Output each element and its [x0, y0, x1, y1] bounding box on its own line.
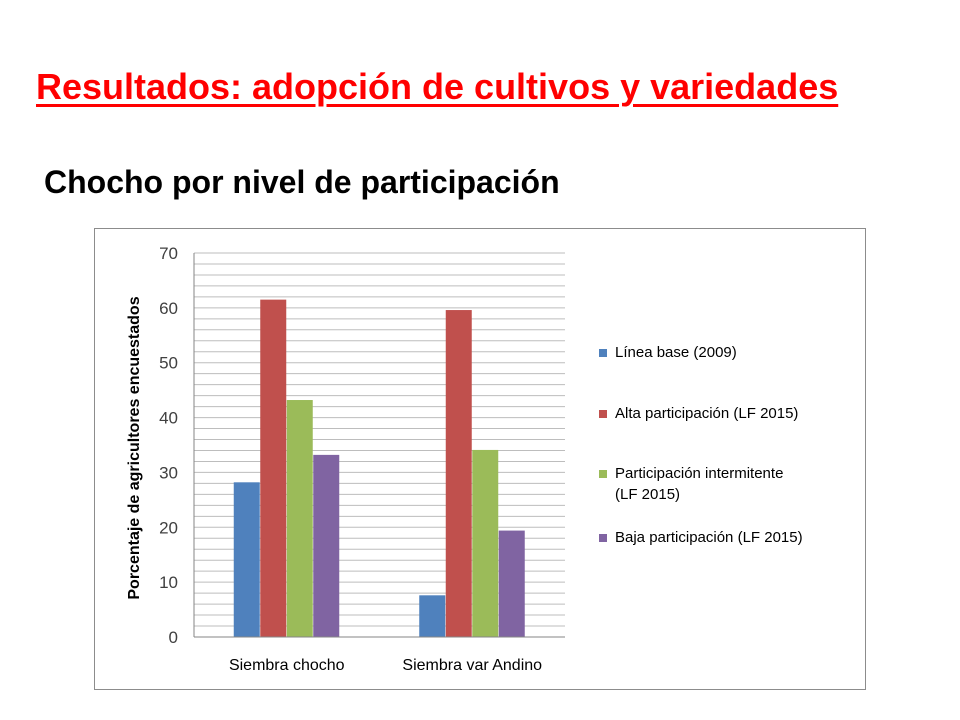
x-tick-labels: Siembra chocho Siembra var Andino: [229, 657, 542, 674]
legend: Línea base (2009) Alta participación (LF …: [599, 344, 803, 546]
y-tick-label: 50: [159, 354, 178, 373]
legend-label: Participación intermitente: [615, 465, 783, 482]
y-tick-label: 0: [169, 628, 178, 647]
y-tick-labels: 0 10 20 30 40 50 60 70: [159, 244, 178, 647]
legend-label: Baja participación (LF 2015): [615, 529, 803, 546]
y-tick-label: 30: [159, 463, 178, 482]
axes: [193, 253, 565, 638]
bar-1-1: [233, 482, 260, 637]
legend-item: Participación intermitente (LF 2015): [599, 465, 783, 503]
legend-item: Alta participación (LF 2015): [599, 405, 798, 422]
y-axis-label: Porcentaje de agricultores encuestados: [126, 296, 143, 599]
bar-3-2: [472, 449, 499, 637]
legend-item: Baja participación (LF 2015): [599, 529, 803, 546]
y-tick-label: 40: [159, 409, 178, 428]
y-tick-label: 70: [159, 244, 178, 263]
y-tick-label: 20: [159, 518, 178, 537]
slide-subtitle: Chocho por nivel de participación: [44, 164, 560, 200]
legend-item: Línea base (2009): [599, 344, 737, 361]
y-tick-label: 10: [159, 573, 178, 592]
legend-label: Línea base (2009): [615, 344, 737, 361]
slide-title: Resultados: adopción de cultivos y varie…: [36, 66, 839, 107]
x-tick-label: Siembra chocho: [229, 657, 345, 674]
bar-chart: 0 10 20 30 40 50 60 70 Siembra chocho Siembra va…: [126, 244, 803, 674]
legend-label: Alta participación (LF 2015): [615, 405, 798, 422]
legend-swatch: [599, 534, 607, 542]
y-tick-label: 60: [159, 299, 178, 318]
legend-label: (LF 2015): [615, 486, 680, 503]
bar-4-1: [313, 454, 340, 637]
bars: [233, 299, 525, 637]
bar-4-2: [498, 530, 525, 637]
legend-swatch: [599, 470, 607, 478]
bar-1-2: [419, 595, 446, 637]
x-tick-label: Siembra var Andino: [402, 657, 542, 674]
legend-swatch: [599, 410, 607, 418]
chart-frame: 0 10 20 30 40 50 60 70 Siembra chocho Siembra va…: [94, 228, 866, 690]
bar-2-1: [260, 299, 287, 637]
bar-2-2: [445, 310, 472, 637]
bar-3-1: [286, 400, 313, 637]
legend-swatch: [599, 349, 607, 357]
